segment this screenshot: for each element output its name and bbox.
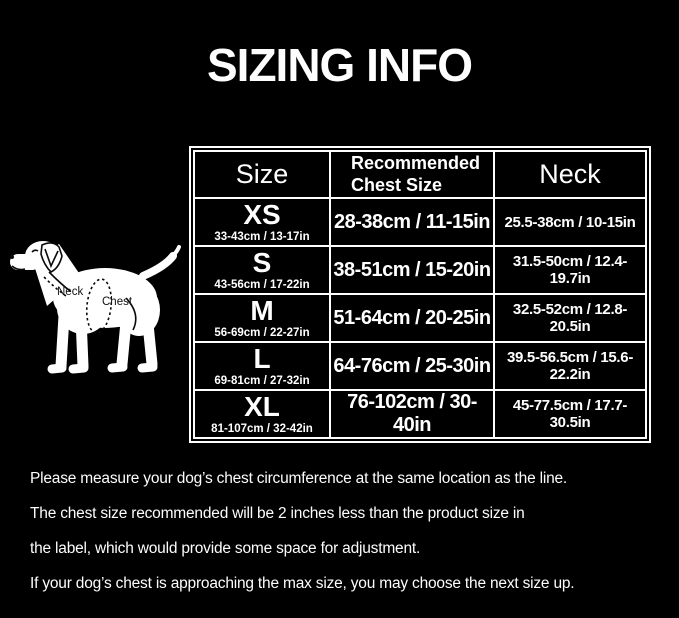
neck-cell: 32.5-52cm / 12.8-20.5in [493,293,647,343]
size-cell: XL 81-107cm / 32-42in [193,389,331,439]
header-chest: Recommended Chest Size [329,150,495,199]
size-sublabel: 33-43cm / 13-17in [214,231,310,243]
measurement-notes: Please measure your dog’s chest circumfe… [30,461,660,601]
size-label: XS [243,199,281,230]
chest-cell: 76-102cm / 30-40in [329,389,495,439]
table-header-row: Size Recommended Chest Size Neck [193,150,647,199]
size-cell: XS 33-43cm / 13-17in [193,197,331,247]
chest-cell: 51-64cm / 20-25in [329,293,495,343]
table-row: S 43-56cm / 17-22in 38-51cm / 15-20in 31… [193,245,647,295]
dog-diagram: Neck Chest [10,241,181,374]
size-cell: S 43-56cm / 17-22in [193,245,331,295]
size-cell: M 56-69cm / 22-27in [193,293,331,343]
table-row: XS 33-43cm / 13-17in 28-38cm / 11-15in 2… [193,197,647,247]
neck-cell: 45-77.5cm / 17.7-30.5in [493,389,647,439]
chest-diagram-label: Chest [102,296,133,308]
note-line: The chest size recommended will be 2 inc… [30,505,525,522]
header-size: Size [193,150,331,199]
dog-eye [31,249,39,253]
neck-cell: 39.5-56.5cm / 15.6-22.2in [493,341,647,391]
table-row: XL 81-107cm / 32-42in 76-102cm / 30-40in… [193,389,647,439]
size-label: S [252,247,272,278]
size-sublabel: 43-56cm / 17-22in [214,279,310,291]
dog-legs-tail [47,245,181,374]
size-sublabel: 56-69cm / 22-27in [214,327,310,339]
size-label: L [253,343,271,374]
chest-cell: 38-51cm / 15-20in [329,245,495,295]
size-label: XL [244,391,280,422]
size-cell: L 69-81cm / 27-32in [193,341,331,391]
sizing-table-frame: Size Recommended Chest Size Neck XS 33-4… [189,146,651,443]
size-sublabel: 81-107cm / 32-42in [211,423,313,435]
table-row: M 56-69cm / 22-27in 51-64cm / 20-25in 32… [193,293,647,343]
chest-cell: 64-76cm / 25-30in [329,341,495,391]
note-line: If your dog’s chest is approaching the m… [30,575,575,592]
size-label: M [250,295,274,326]
note-line: the label, which would provide some spac… [30,540,421,557]
page-title: SIZING INFO [207,39,473,91]
sizing-table: Size Recommended Chest Size Neck XS 33-4… [193,150,647,439]
header-neck: Neck [493,150,647,199]
table-row: L 69-81cm / 27-32in 64-76cm / 25-30in 39… [193,341,647,391]
size-sublabel: 69-81cm / 27-32in [214,375,310,387]
chest-cell: 28-38cm / 11-15in [329,197,495,247]
neck-measure-line [48,271,71,292]
note-line: Please measure your dog’s chest circumfe… [30,470,568,487]
neck-cell: 31.5-50cm / 12.4-19.7in [493,245,647,295]
neck-diagram-label: Neck [57,286,83,298]
neck-cell: 25.5-38cm / 10-15in [493,197,647,247]
dog-nose [10,255,14,259]
